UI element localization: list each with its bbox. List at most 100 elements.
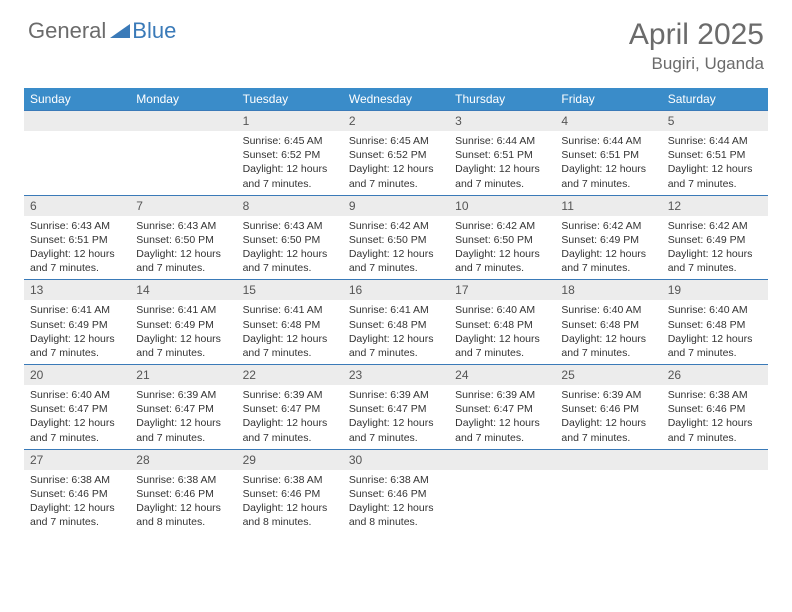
day-details — [130, 131, 236, 189]
day-cell: 8Sunrise: 6:43 AMSunset: 6:50 PMDaylight… — [237, 196, 343, 280]
day-number: 15 — [237, 280, 343, 300]
daylight-line: Daylight: 12 hours and 7 minutes. — [668, 247, 762, 275]
day-cell: 16Sunrise: 6:41 AMSunset: 6:48 PMDayligh… — [343, 280, 449, 364]
sunrise-line: Sunrise: 6:43 AM — [243, 219, 337, 233]
day-number: 8 — [237, 196, 343, 216]
day-details: Sunrise: 6:40 AMSunset: 6:48 PMDaylight:… — [449, 300, 555, 364]
day-cell: 11Sunrise: 6:42 AMSunset: 6:49 PMDayligh… — [555, 196, 661, 280]
daylight-line: Daylight: 12 hours and 7 minutes. — [455, 247, 549, 275]
day-number: 4 — [555, 111, 661, 131]
sunset-line: Sunset: 6:46 PM — [243, 487, 337, 501]
day-details: Sunrise: 6:38 AMSunset: 6:46 PMDaylight:… — [662, 385, 768, 449]
daylight-line: Daylight: 12 hours and 7 minutes. — [136, 416, 230, 444]
week-row: 13 Sunrise: 6:41 AM Sunset: 6:49 PM Dayligh… — [24, 279, 768, 364]
sunset-line: Sunset: 6:49 PM — [30, 318, 124, 332]
sunrise-line: Sunrise: 6:44 AM — [561, 134, 655, 148]
day-details: Sunrise: 6:41 AMSunset: 6:48 PMDaylight:… — [343, 300, 449, 364]
daylight-line: Daylight: 12 hours and 8 minutes. — [349, 501, 443, 529]
sunrise-line: Sunrise: 6:39 AM — [561, 388, 655, 402]
day-number: 20 — [24, 365, 130, 385]
month-title: April 2025 — [629, 18, 764, 52]
day-details: Sunrise: 6:39 AMSunset: 6:47 PMDaylight:… — [130, 385, 236, 449]
day-details — [662, 470, 768, 528]
daylight-line: Daylight: 12 hours and 7 minutes. — [668, 416, 762, 444]
week-row: 6Sunrise: 6:43 AMSunset: 6:51 PMDaylight… — [24, 195, 768, 280]
day-details: Sunrise: 6:44 AMSunset: 6:51 PMDaylight:… — [449, 131, 555, 195]
day-cell: 22Sunrise: 6:39 AMSunset: 6:47 PMDayligh… — [237, 365, 343, 449]
logo-text-general: General — [28, 18, 106, 44]
daylight-line: Daylight: 12 hours and 7 minutes. — [136, 247, 230, 275]
day-details: Sunrise: 6:40 AMSunset: 6:48 PMDaylight:… — [662, 300, 768, 364]
sunset-line: Sunset: 6:46 PM — [349, 487, 443, 501]
sunrise-line: Sunrise: 6:40 AM — [561, 303, 655, 317]
sunset-line: Sunset: 6:46 PM — [668, 402, 762, 416]
day-details — [449, 470, 555, 528]
sunrise-line: Sunrise: 6:41 AM — [349, 303, 443, 317]
empty-cell — [555, 450, 661, 534]
day-details: Sunrise: 6:39 AMSunset: 6:46 PMDaylight:… — [555, 385, 661, 449]
daylight-line: Daylight: 12 hours and 7 minutes. — [455, 332, 549, 360]
day-cell: 30Sunrise: 6:38 AMSunset: 6:46 PMDayligh… — [343, 450, 449, 534]
sunset-line: Sunset: 6:47 PM — [349, 402, 443, 416]
sunset-line: Sunset: 6:50 PM — [349, 233, 443, 247]
day-number: 14 — [130, 280, 236, 300]
day-details: Sunrise: 6:38 AMSunset: 6:46 PMDaylight:… — [237, 470, 343, 534]
weekday-wednesday: Wednesday — [343, 88, 449, 110]
day-details: Sunrise: 6:41 AMSunset: 6:48 PMDaylight:… — [237, 300, 343, 364]
sunrise-line: Sunrise: 6:41 AM — [136, 303, 230, 317]
sunset-line: Sunset: 6:50 PM — [455, 233, 549, 247]
sunset-line: Sunset: 6:48 PM — [561, 318, 655, 332]
day-number: 23 — [343, 365, 449, 385]
weekday-tuesday: Tuesday — [237, 88, 343, 110]
page-header: General Blue April 2025 Bugiri, Uganda — [0, 0, 792, 82]
day-cell: 25Sunrise: 6:39 AMSunset: 6:46 PMDayligh… — [555, 365, 661, 449]
day-number: 12 — [662, 196, 768, 216]
daylight-line: Daylight: 12 hours and 8 minutes. — [136, 501, 230, 529]
day-number: 18 — [555, 280, 661, 300]
day-details: Sunrise: 6:39 AMSunset: 6:47 PMDaylight:… — [449, 385, 555, 449]
daylight-line: Daylight: 12 hours and 7 minutes. — [349, 162, 443, 190]
day-number: 6 — [24, 196, 130, 216]
day-number — [555, 450, 661, 470]
day-cell: 26Sunrise: 6:38 AMSunset: 6:46 PMDayligh… — [662, 365, 768, 449]
sunrise-line: Sunrise: 6:45 AM — [349, 134, 443, 148]
day-details: Sunrise: 6:40 AMSunset: 6:48 PMDaylight:… — [555, 300, 661, 364]
daylight-line: Daylight: 12 hours and 7 minutes. — [136, 332, 230, 360]
daylight-line: Daylight: 12 hours and 7 minutes. — [243, 416, 337, 444]
sunrise-line: Sunrise: 6:38 AM — [349, 473, 443, 487]
day-cell: 17Sunrise: 6:40 AMSunset: 6:48 PMDayligh… — [449, 280, 555, 364]
sunrise-line: Sunrise: 6:40 AM — [455, 303, 549, 317]
logo: General Blue — [28, 18, 176, 44]
weekday-thursday: Thursday — [449, 88, 555, 110]
day-number: 25 — [555, 365, 661, 385]
weekday-monday: Monday — [130, 88, 236, 110]
sunrise-line: Sunrise: 6:39 AM — [349, 388, 443, 402]
daylight-line: Daylight: 12 hours and 7 minutes. — [349, 247, 443, 275]
logo-text-blue: Blue — [132, 18, 176, 44]
daylight-line: Daylight: 12 hours and 7 minutes. — [561, 416, 655, 444]
day-number: 22 — [237, 365, 343, 385]
day-details: Sunrise: 6:43 AMSunset: 6:50 PMDaylight:… — [237, 216, 343, 280]
day-number: 9 — [343, 196, 449, 216]
sunset-line: Sunset: 6:47 PM — [136, 402, 230, 416]
daylight-line: Daylight: 12 hours and 7 minutes. — [561, 162, 655, 190]
day-details: Sunrise: 6:38 AMSunset: 6:46 PMDaylight:… — [130, 470, 236, 534]
sunset-line: Sunset: 6:50 PM — [136, 233, 230, 247]
weekday-saturday: Saturday — [662, 88, 768, 110]
day-details: Sunrise: 6:43 AMSunset: 6:51 PMDaylight:… — [24, 216, 130, 280]
day-number: 13 — [24, 280, 130, 300]
day-cell: 15Sunrise: 6:41 AMSunset: 6:48 PMDayligh… — [237, 280, 343, 364]
sunrise-line: Sunrise: 6:41 AM — [243, 303, 337, 317]
sunset-line: Sunset: 6:46 PM — [30, 487, 124, 501]
day-number: 7 — [130, 196, 236, 216]
empty-cell — [24, 111, 130, 195]
day-number: 2 — [343, 111, 449, 131]
day-cell: 7Sunrise: 6:43 AMSunset: 6:50 PMDaylight… — [130, 196, 236, 280]
day-number — [130, 111, 236, 131]
calendar-grid: SundayMondayTuesdayWednesdayThursdayFrid… — [24, 88, 768, 533]
sunset-line: Sunset: 6:52 PM — [349, 148, 443, 162]
week-row: 1Sunrise: 6:45 AMSunset: 6:52 PMDaylight… — [24, 110, 768, 195]
day-details: Sunrise: 6:42 AMSunset: 6:50 PMDaylight:… — [343, 216, 449, 280]
day-number: 28 — [130, 450, 236, 470]
sunset-line: Sunset: 6:50 PM — [243, 233, 337, 247]
